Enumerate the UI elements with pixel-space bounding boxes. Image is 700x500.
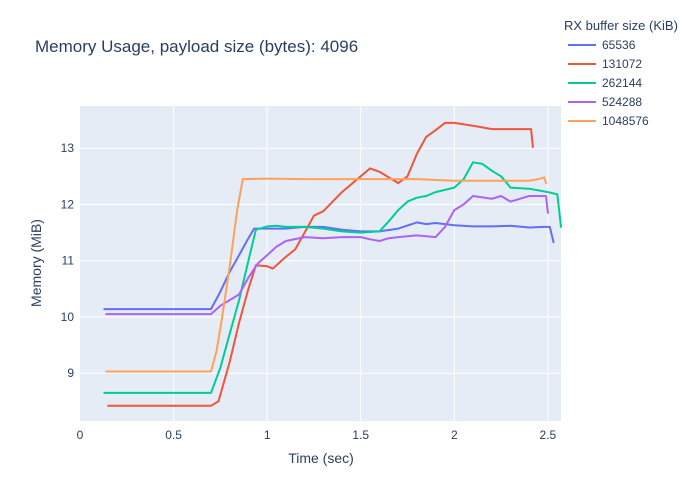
- x-axis-title: Time (sec): [288, 450, 354, 466]
- legend-label: 1048576: [602, 114, 649, 128]
- x-tick-label: 0: [77, 428, 84, 442]
- x-tick-label: 2.5: [540, 428, 557, 442]
- plot-area: 0 0.5 1 1.5 2 2.5 9 10 11 12 13: [61, 106, 562, 442]
- legend-label: 262144: [602, 76, 642, 90]
- legend-label: 524288: [602, 95, 642, 109]
- y-axis-title: Memory (MiB): [28, 219, 44, 307]
- x-tick-label: 2: [451, 428, 458, 442]
- y-tick-label: 10: [61, 310, 75, 324]
- legend-item-262144[interactable]: 262144: [568, 76, 642, 90]
- legend-label: 131072: [602, 57, 642, 71]
- legend-title: RX buffer size (KiB): [564, 18, 678, 33]
- y-tick-label: 11: [62, 254, 75, 268]
- legend-item-65536[interactable]: 65536: [568, 38, 636, 52]
- legend-item-1048576[interactable]: 1048576: [568, 114, 649, 128]
- y-tick-label: 13: [61, 141, 75, 155]
- legend-item-524288[interactable]: 524288: [568, 95, 642, 109]
- x-tick-label: 0.5: [165, 428, 182, 442]
- x-tick-label: 1.5: [352, 428, 369, 442]
- legend-item-131072[interactable]: 131072: [568, 57, 642, 71]
- series-line-262144: [103, 161, 562, 394]
- y-tick-label: 12: [61, 197, 75, 211]
- legend: RX buffer size (KiB) 65536 131072 262144 52…: [564, 18, 678, 128]
- series-line-524288: [105, 195, 549, 316]
- series-line-131072: [107, 121, 534, 407]
- x-tick-label: 1: [264, 428, 271, 442]
- series-line-1048576: [105, 176, 547, 373]
- y-tick-label: 9: [67, 366, 74, 380]
- chart-title: Memory Usage, payload size (bytes): 4096: [35, 37, 358, 56]
- plot-background: [80, 106, 561, 421]
- legend-label: 65536: [602, 38, 636, 52]
